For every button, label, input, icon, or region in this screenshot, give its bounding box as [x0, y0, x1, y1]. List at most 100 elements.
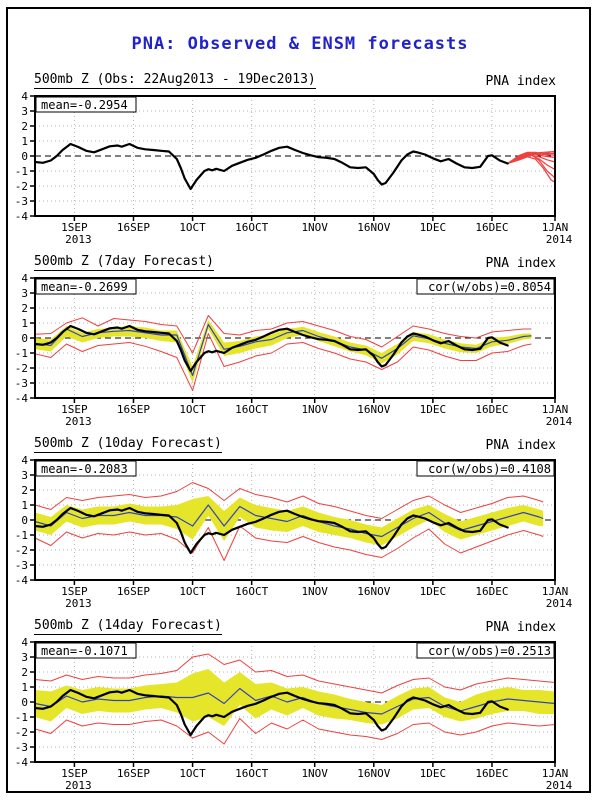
- x-tick-label: 16DEC: [475, 403, 508, 416]
- y-tick-label: 0: [21, 696, 28, 709]
- year-label: 2014: [546, 779, 573, 792]
- panel-header-10day: 500mb Z (10day Forecast) PNA index: [34, 436, 556, 453]
- mean-label: mean=-0.1071: [41, 644, 128, 658]
- y-tick-label: 1: [21, 135, 28, 148]
- y-tick-label: 2: [21, 484, 28, 497]
- ensemble-mean-line: [34, 504, 544, 538]
- envelope-lower-line: [34, 525, 544, 561]
- x-tick-label: 16OCT: [235, 585, 268, 598]
- chart-10day-forecast: 4 3 2 1 0 -1 -2 -3 -4 1SEP 16SEP 1OCT 16OCT 1NOV 16NOV…: [15, 454, 573, 610]
- y-tick-label: 0: [21, 332, 28, 345]
- ensemble-mean-line: [34, 687, 556, 715]
- x-tick-label: 1OCT: [179, 585, 206, 598]
- x-tick-label: 16DEC: [475, 767, 508, 780]
- x-tick-label: 1JAN: [542, 767, 569, 780]
- y-tick-label: 4: [21, 454, 28, 467]
- year-label: 2014: [546, 415, 573, 428]
- y-tick-label: 0: [21, 150, 28, 163]
- year-label: 2013: [65, 415, 92, 428]
- y-tick-label: -1: [15, 165, 28, 178]
- envelope-upper-line: [34, 482, 544, 519]
- forecast-member-line: [507, 153, 556, 179]
- chart-frame: [34, 459, 556, 581]
- panel-header-observed: 500mb Z (Obs: 22Aug2013 - 19Dec2013) PNA…: [34, 72, 556, 89]
- mean-box: [35, 96, 137, 113]
- y-tick-label: 0: [21, 514, 28, 527]
- y-tick-label: 1: [21, 317, 28, 330]
- y-tick-label: -3: [15, 377, 28, 390]
- x-tick-label: 1DEC: [420, 767, 447, 780]
- observed-line: [33, 688, 509, 737]
- y-tick-label: -3: [15, 195, 28, 208]
- observed-line: [33, 324, 509, 373]
- x-tick-label: 16SEP: [117, 767, 150, 780]
- panel-title-10day: 500mb Z (10day Forecast): [34, 436, 222, 453]
- y-tick-label: -4: [15, 392, 29, 405]
- panel-title-14day: 500mb Z (14day Forecast): [34, 618, 222, 635]
- observed-line: [33, 506, 509, 555]
- y-tick-label: 1: [21, 681, 28, 694]
- ensemble-spread-band: [35, 320, 532, 383]
- correlation-box: [416, 642, 555, 659]
- mean-label: mean=-0.2083: [41, 462, 128, 476]
- mean-box: [35, 278, 137, 295]
- x-tick-label: 1DEC: [420, 221, 447, 234]
- y-tick-label: -3: [15, 741, 28, 754]
- x-tick-label: 16SEP: [117, 403, 150, 416]
- x-tick-label: 16SEP: [117, 585, 150, 598]
- x-tick-label: 16OCT: [235, 403, 268, 416]
- x-tick-label: 16NOV: [357, 767, 390, 780]
- x-tick-label: 1DEC: [420, 403, 447, 416]
- mean-box: [35, 460, 137, 477]
- x-tick-label: 1NOV: [301, 221, 328, 234]
- year-label: 2013: [65, 779, 92, 792]
- envelope-upper-line: [34, 315, 532, 354]
- chart-observed: 4 3 2 1 0 -1 -2 -3 -4 1SEP 16SEP 1OCT 16OCT 1NOV 16NOV…: [15, 90, 573, 246]
- year-label: 2013: [65, 233, 92, 246]
- x-tick-label: 1SEP: [61, 585, 88, 598]
- x-tick-label: 16NOV: [357, 585, 390, 598]
- panel-title-observed: 500mb Z (Obs: 22Aug2013 - 19Dec2013): [34, 72, 316, 89]
- panel-title-7day: 500mb Z (7day Forecast): [34, 254, 215, 271]
- y-tick-label: 4: [21, 636, 28, 649]
- x-tick-label: 16OCT: [235, 221, 268, 234]
- y-tick-label: 4: [21, 272, 28, 285]
- y-tick-label: 3: [21, 469, 28, 482]
- x-tick-label: 16NOV: [357, 403, 390, 416]
- x-tick-label: 16DEC: [475, 585, 508, 598]
- x-tick-label: 1NOV: [301, 585, 328, 598]
- panel-header-7day: 500mb Z (7day Forecast) PNA index: [34, 254, 556, 271]
- x-tick-label: 1SEP: [61, 221, 88, 234]
- correlation-label: cor(w/obs)=0.8054: [428, 280, 551, 294]
- x-tick-label: 16SEP: [117, 221, 150, 234]
- chart-frame: [34, 95, 556, 217]
- x-tick-label: 16NOV: [357, 221, 390, 234]
- y-tick-label: -2: [15, 544, 28, 557]
- y-tick-label: -2: [15, 726, 28, 739]
- y-tick-label: -3: [15, 559, 28, 572]
- y-tick-label: -4: [15, 210, 29, 223]
- y-tick-label: 4: [21, 90, 28, 103]
- chart-7day-forecast: 4 3 2 1 0 -1 -2 -3 -4 1SEP 16SEP 1OCT 16OCT 1NOV 16NOV…: [15, 272, 573, 428]
- y-tick-label: -1: [15, 711, 28, 724]
- x-tick-label: 1NOV: [301, 403, 328, 416]
- chart-14day-forecast: 4 3 2 1 0 -1 -2 -3 -4 1SEP 16SEP 1OCT 16OCT 1NOV 16NOV…: [15, 636, 573, 792]
- y-tick-label: 2: [21, 120, 28, 133]
- panel-right-title-14day: PNA index: [485, 620, 556, 635]
- x-tick-label: 1OCT: [179, 403, 206, 416]
- chart-frame: [34, 641, 556, 763]
- panel-right-title-10day: PNA index: [485, 438, 556, 453]
- x-tick-label: 16OCT: [235, 767, 268, 780]
- x-tick-label: 1OCT: [179, 221, 206, 234]
- x-tick-label: 1JAN: [542, 585, 569, 598]
- correlation-box: [416, 460, 555, 477]
- y-tick-label: 2: [21, 666, 28, 679]
- correlation-label: cor(w/obs)=0.2513: [428, 644, 551, 658]
- y-tick-label: 3: [21, 105, 28, 118]
- y-tick-label: 2: [21, 302, 28, 315]
- year-label: 2014: [546, 233, 573, 246]
- y-tick-label: -1: [15, 529, 28, 542]
- x-tick-label: 1OCT: [179, 767, 206, 780]
- correlation-box: [416, 278, 555, 295]
